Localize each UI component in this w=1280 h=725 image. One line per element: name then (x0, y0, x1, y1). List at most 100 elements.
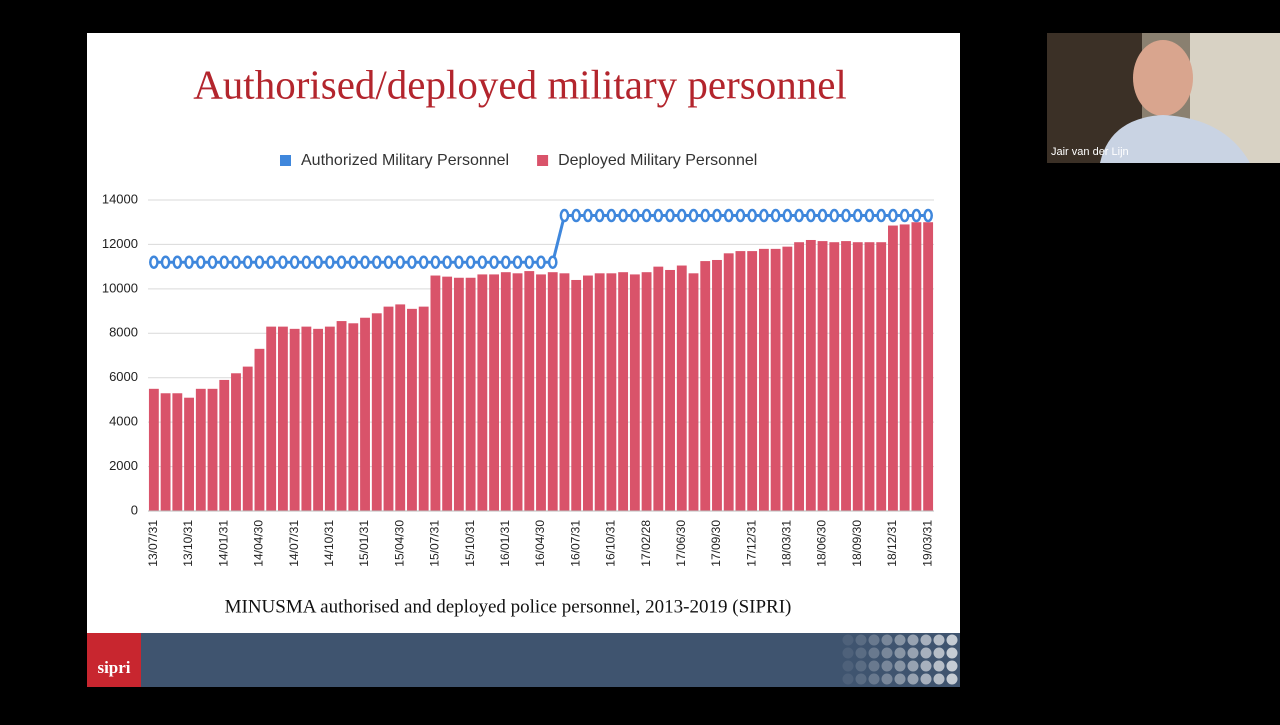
bar (289, 328, 300, 511)
dot (855, 660, 867, 672)
line-marker (911, 208, 922, 223)
participant-name: Jair van der Lijn (1051, 146, 1129, 158)
x-tick-label: 15/01/31 (357, 520, 371, 567)
dot (881, 660, 893, 672)
logo: sipri (97, 658, 130, 677)
bar (184, 397, 194, 511)
dot (868, 634, 880, 646)
y-tick-label: 12000 (102, 236, 138, 251)
line-marker (184, 255, 194, 269)
line-marker (289, 255, 300, 269)
x-tick-label: 13/10/31 (181, 520, 195, 567)
dot (920, 660, 932, 672)
bar (888, 225, 898, 511)
line-marker (759, 208, 769, 223)
bar (876, 242, 887, 511)
line-marker (489, 255, 499, 269)
line-marker (547, 255, 558, 269)
y-tick-label: 14000 (102, 191, 138, 206)
line-marker (770, 208, 781, 223)
bar (559, 273, 570, 511)
bar (395, 304, 406, 511)
bar (477, 274, 488, 511)
bar (489, 274, 500, 511)
line-marker (242, 255, 253, 269)
line-marker (571, 208, 582, 223)
line-marker (149, 255, 159, 269)
line-marker (782, 208, 793, 223)
line-marker (336, 255, 347, 269)
line-marker (219, 255, 230, 269)
dot (920, 634, 932, 646)
bar (747, 251, 758, 512)
bar (219, 379, 230, 511)
line-marker (477, 255, 488, 269)
x-tick-label: 17/09/30 (709, 520, 723, 567)
line-marker (735, 208, 746, 223)
line-marker (371, 255, 382, 269)
line-marker (512, 255, 523, 269)
line-marker (195, 255, 206, 269)
dot (933, 634, 945, 646)
dot (907, 634, 919, 646)
x-tick-label: 15/04/30 (392, 520, 406, 567)
bar (712, 259, 722, 511)
bar (266, 326, 277, 511)
bar (770, 248, 781, 511)
bar (453, 277, 464, 511)
dot (868, 647, 880, 659)
dot (842, 634, 854, 646)
line-marker (688, 208, 699, 223)
bar (794, 242, 805, 511)
dot (868, 673, 880, 685)
line-marker (594, 208, 605, 223)
bar (817, 241, 828, 511)
bar (899, 224, 910, 511)
dot (907, 660, 919, 672)
bar (571, 279, 582, 511)
dot (894, 647, 906, 659)
bar (594, 273, 605, 511)
line-marker (723, 208, 734, 223)
line-marker (876, 208, 887, 223)
bar (442, 276, 453, 511)
bar (723, 253, 734, 512)
bar (524, 271, 535, 511)
dot (881, 647, 893, 659)
slide-footer (87, 633, 960, 687)
bar (841, 241, 851, 511)
dot (946, 634, 958, 646)
bar (665, 269, 675, 511)
y-tick-label: 6000 (109, 369, 138, 384)
line-marker (817, 208, 828, 223)
bar (688, 273, 699, 511)
bar (606, 273, 617, 511)
line-marker (465, 255, 476, 269)
bar (829, 242, 840, 511)
dot (933, 647, 945, 659)
line-marker (160, 255, 171, 269)
dot (920, 673, 932, 685)
shirt (1100, 115, 1250, 163)
legend-swatch (537, 155, 549, 166)
dot (907, 647, 919, 659)
legend-label: Authorized Military Personnel (301, 152, 509, 169)
legend-swatch (280, 155, 291, 166)
dot (881, 634, 893, 646)
bar (231, 373, 241, 511)
bar (160, 393, 171, 511)
bar (148, 388, 159, 511)
bar (383, 306, 394, 511)
line-marker (418, 255, 429, 269)
line-marker (618, 208, 628, 223)
x-tick-label: 13/07/31 (146, 520, 160, 567)
legend-label: Deployed Military Personnel (558, 152, 757, 169)
line-marker (407, 255, 417, 269)
x-tick-label: 18/12/31 (885, 520, 899, 567)
line-marker (266, 255, 277, 269)
line-marker (254, 255, 265, 269)
bar (547, 272, 558, 511)
line-marker (583, 208, 593, 223)
bar (254, 348, 265, 511)
